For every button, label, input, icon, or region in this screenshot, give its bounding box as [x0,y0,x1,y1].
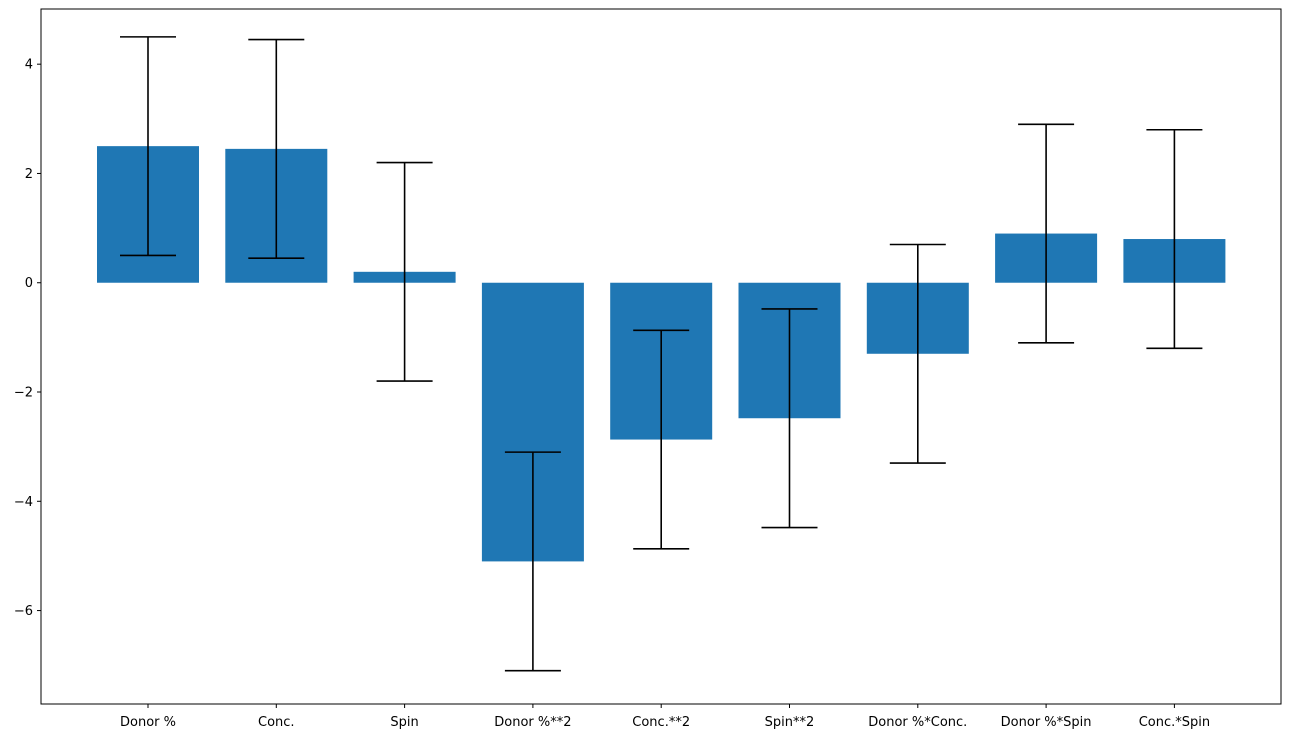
x-tick-label: Donor %*Spin [1001,715,1092,730]
x-tick-label: Donor %**2 [494,715,571,730]
y-tick-label: −6 [14,604,33,619]
y-tick-label: 0 [25,276,33,291]
x-tick-label: Conc.*Spin [1139,715,1210,730]
error-bars-layer [120,36,1203,672]
x-tick-label: Conc. [258,715,295,730]
x-tick-label: Spin**2 [765,715,815,730]
y-tick-label: −2 [14,386,33,401]
x-tick-label: Conc.**2 [632,715,690,730]
y-tick-label: −4 [14,495,33,510]
y-axis: −6 −4 −2 0 2 4 [14,58,41,619]
y-tick-label: 4 [25,58,33,73]
x-tick-label: Spin [390,715,418,730]
x-tick-label: Donor %*Conc. [868,715,967,730]
x-tick-label: Donor % [120,715,176,730]
y-tick-label: 2 [25,167,33,182]
x-axis: Donor % Conc. Spin Donor %**2 Conc.**2 Spin**… [120,704,1210,730]
